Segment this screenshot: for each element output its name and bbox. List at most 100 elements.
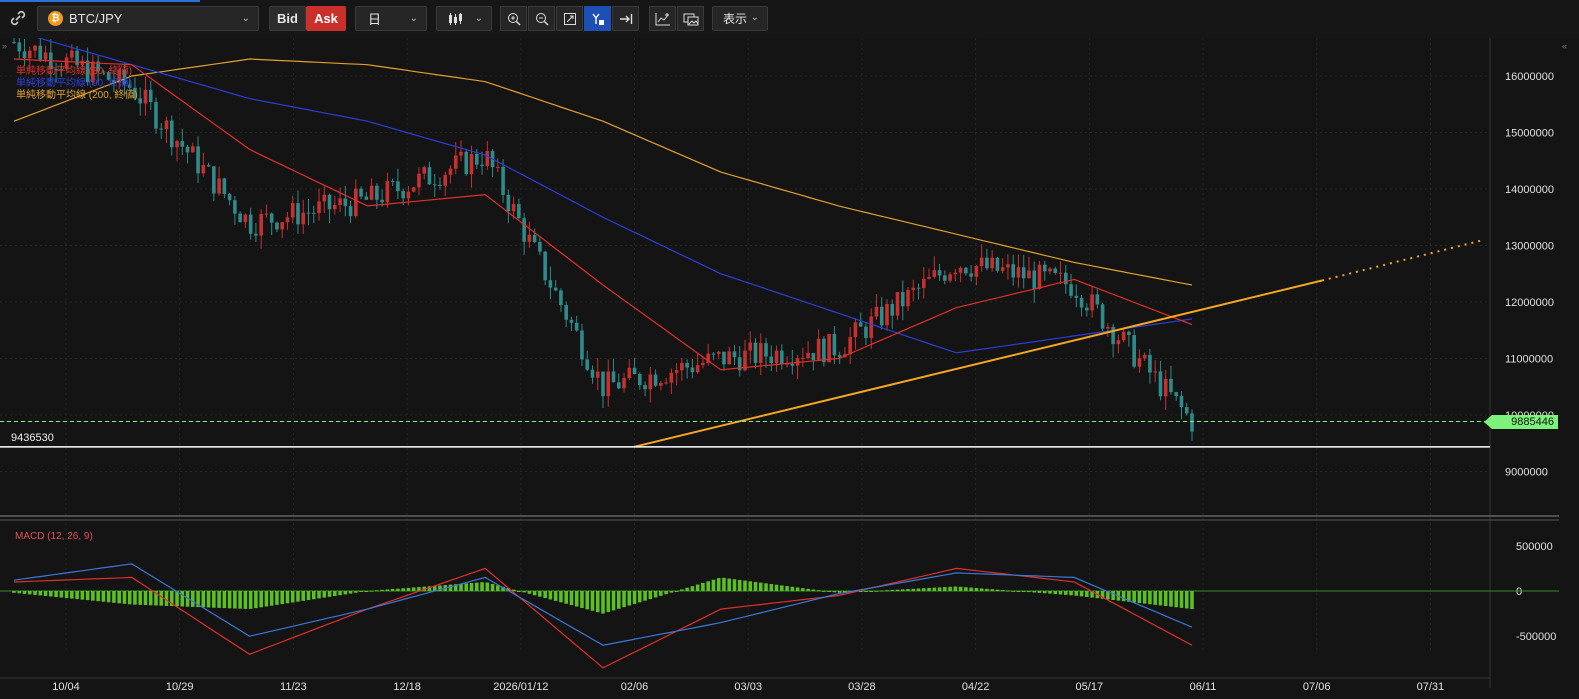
macd-histogram-bar [401,588,405,591]
macd-histogram-bar [969,587,973,591]
candle-body [879,306,884,326]
macd-histogram-bar [169,591,174,607]
macd-histogram-bar [285,591,290,604]
candle-body [695,365,700,373]
snapshot-icon[interactable] [677,6,704,31]
link-icon[interactable] [7,7,29,29]
candle-body [737,357,742,371]
macd-histogram-bar [664,591,668,595]
candle-body [222,178,227,195]
candle-body [727,351,732,365]
macd-histogram-bar [248,591,253,609]
macd-histogram-bar [396,588,400,591]
candle-body [764,343,768,357]
macd-histogram-bar [769,584,774,591]
macd-histogram-bar [1006,590,1010,592]
candle-body [1184,407,1189,414]
macd-histogram-bar [990,589,994,591]
macd-line [13,567,1193,669]
candle-body [900,292,905,307]
macd-histogram-bar [580,591,584,608]
zoom-in-icon[interactable] [500,6,527,31]
macd-histogram-bar [243,591,248,609]
macd-histogram-bar [138,591,143,605]
macd-axis-label: -500000 [1516,631,1556,643]
collapse-right-icon[interactable]: « [1562,41,1568,51]
candle-body [890,304,895,316]
macd-histogram-bar [900,589,905,591]
bid-button[interactable]: Bid [269,6,306,31]
candle-body [958,267,963,273]
macd-histogram-bar [758,582,763,591]
display-menu-button[interactable]: 表示 ⌄ [712,6,768,31]
macd-histogram-bar [864,591,868,592]
macd-histogram-bar [22,591,27,594]
price-axis-label: 9000000 [1505,467,1548,479]
macd-histogram-bar [1169,591,1173,607]
signal-line [13,563,1193,646]
macd-histogram-bar [685,587,689,591]
candle-body [201,165,206,174]
fit-screen-icon[interactable] [556,6,583,31]
macd-histogram-bar [522,591,526,593]
candle-body [1048,268,1052,272]
candle-body [648,374,653,390]
ask-button[interactable]: Ask [306,6,346,31]
date-axis-label: 12/18 [393,681,421,693]
macd-histogram-bar [201,591,206,608]
candle-body [106,72,111,80]
collapse-left-icon[interactable]: » [2,41,8,51]
bitcoin-icon: ₿ [48,11,63,26]
candle-body [275,222,279,230]
macd-histogram-bar [122,591,127,604]
candle-body [511,204,516,212]
candle-body [864,326,868,338]
sma200-line [13,58,1193,286]
price-chart[interactable]: 16000000 15000000 14000000 13000000 12000000… [0,38,1579,699]
macd-histogram-bar [780,585,784,591]
indicator-icon[interactable] [649,6,676,31]
candle-body [585,359,590,370]
macd-histogram-bar [380,589,384,591]
candle-body [948,274,952,281]
macd-histogram-bar [338,591,342,596]
candle-body [1179,396,1184,408]
macd-histogram-bar [948,586,952,591]
candle-body [532,234,537,243]
y-axis-lock-icon[interactable] [584,6,611,31]
candle-body [1006,264,1010,268]
candle-body [1090,294,1094,311]
candle-body [1085,307,1089,311]
candle-body [22,51,27,59]
candle-body [12,42,16,44]
macd-histogram-bar [280,591,285,605]
macd-histogram-bar [80,591,85,600]
candle-body [1127,331,1131,336]
candle-body [1063,272,1068,285]
candle-body [248,214,253,234]
candlestick-icon [449,12,462,25]
candle-body [375,185,379,200]
date-axis-label: 05/17 [1076,681,1104,693]
candle-body [990,257,994,269]
period-select[interactable]: 日 ⌄ [355,6,427,31]
macd-histogram-bar [96,591,100,602]
chart-type-select[interactable]: ⌄ [436,6,492,31]
macd-histogram-bar [227,591,232,609]
candle-body [743,350,747,371]
scroll-to-latest-icon[interactable] [612,6,639,31]
date-axis-label: 03/03 [734,681,762,693]
candle-body [164,120,169,130]
candle-body [501,166,505,195]
candle-body [1000,267,1005,271]
macd-histogram-bar [811,589,816,591]
zoom-out-icon[interactable] [528,6,555,31]
candle-body [632,367,637,375]
price-axis-label: 13000000 [1505,241,1554,253]
macd-histogram-bar [701,582,705,591]
candle-body [196,146,200,174]
macd-histogram-bar [638,591,642,603]
macd-histogram-bar [1190,591,1194,610]
candle-body [380,199,384,203]
symbol-select[interactable]: ₿ BTC/JPY ⌄ [37,6,259,31]
